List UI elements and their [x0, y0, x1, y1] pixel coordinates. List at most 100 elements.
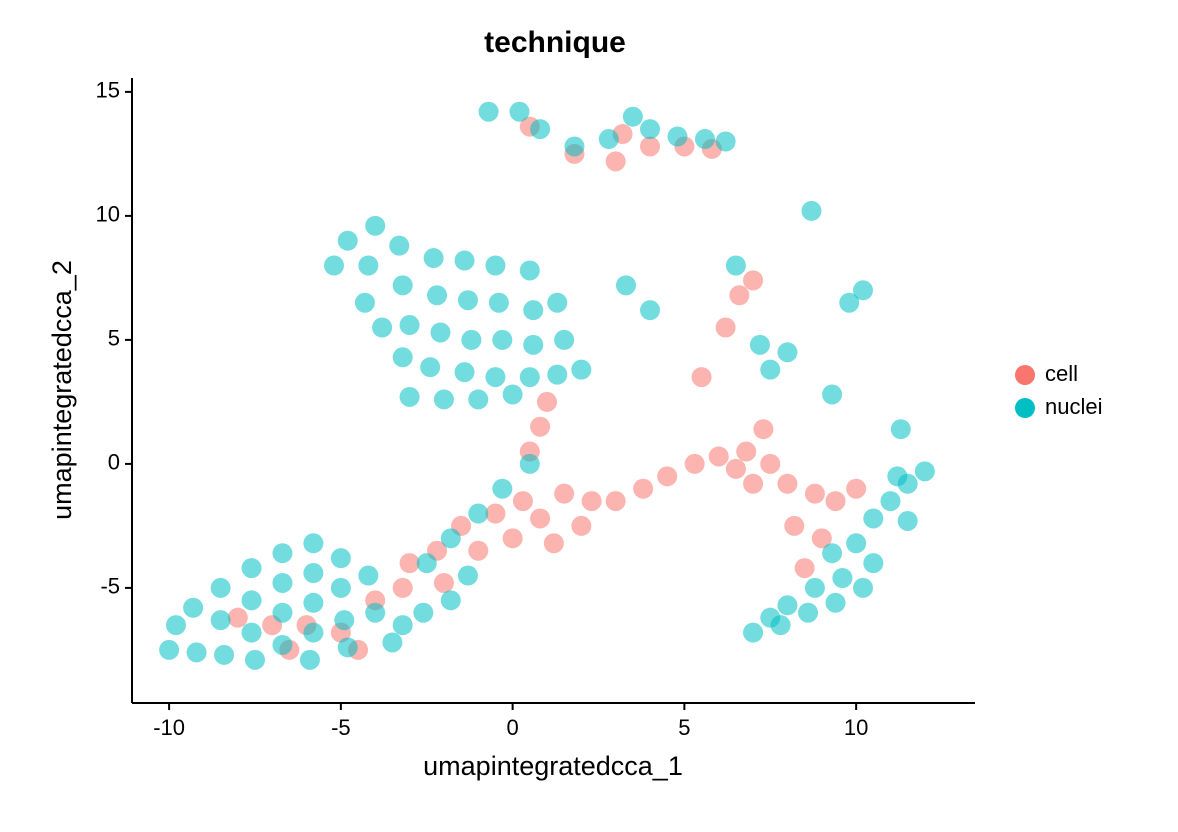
- x-tick-label: 5: [678, 715, 690, 740]
- y-tick-label: 0: [108, 450, 120, 475]
- point: [244, 649, 265, 670]
- point: [303, 592, 324, 613]
- point: [890, 419, 911, 440]
- point: [272, 572, 293, 593]
- point: [227, 607, 248, 628]
- point: [736, 441, 757, 462]
- point: [392, 347, 413, 368]
- point: [303, 622, 324, 643]
- point: [183, 597, 204, 618]
- point: [454, 250, 475, 271]
- point: [554, 329, 575, 350]
- point: [564, 136, 585, 157]
- legend-marker: [1015, 398, 1035, 418]
- point: [605, 151, 626, 172]
- x-tick-label: 0: [506, 715, 518, 740]
- point: [337, 230, 358, 251]
- point: [743, 622, 764, 643]
- point: [777, 473, 798, 494]
- point: [461, 329, 482, 350]
- point: [743, 473, 764, 494]
- point: [536, 391, 557, 412]
- point: [694, 129, 715, 150]
- point: [392, 615, 413, 636]
- point: [519, 260, 540, 281]
- point: [210, 577, 231, 598]
- point: [382, 632, 403, 653]
- point: [433, 389, 454, 410]
- point: [485, 255, 506, 276]
- point: [241, 622, 262, 643]
- point: [547, 292, 568, 313]
- point: [863, 553, 884, 574]
- point: [547, 364, 568, 385]
- point: [303, 563, 324, 584]
- x-axis-label: umapintegratedcca_1: [423, 751, 683, 781]
- point: [440, 590, 461, 611]
- point: [358, 565, 379, 586]
- point: [416, 553, 437, 574]
- point: [571, 515, 592, 536]
- point: [159, 639, 180, 660]
- legend-label: nuclei: [1045, 394, 1102, 419]
- point: [457, 565, 478, 586]
- x-tick-label: -10: [153, 715, 185, 740]
- point: [598, 129, 619, 150]
- point: [337, 637, 358, 658]
- point: [427, 285, 448, 306]
- point: [413, 602, 434, 623]
- point: [210, 610, 231, 631]
- x-tick-label: -5: [331, 715, 351, 740]
- point: [554, 483, 575, 504]
- point: [715, 131, 736, 152]
- point: [801, 200, 822, 221]
- point: [749, 334, 770, 355]
- point: [299, 649, 320, 670]
- point: [832, 568, 853, 588]
- point: [530, 119, 551, 140]
- point: [509, 101, 530, 122]
- point: [468, 503, 489, 524]
- y-tick-label: 15: [96, 78, 120, 103]
- point: [640, 136, 661, 157]
- point: [839, 292, 860, 313]
- point: [880, 491, 901, 512]
- point: [804, 483, 825, 504]
- point: [485, 367, 506, 388]
- point: [399, 553, 420, 574]
- legend-marker: [1015, 365, 1035, 385]
- point: [354, 292, 375, 313]
- y-axis-label: umapintegratedcca_2: [47, 260, 77, 520]
- point: [433, 572, 454, 593]
- point: [633, 478, 654, 499]
- point: [811, 528, 832, 549]
- point: [640, 119, 661, 140]
- point: [478, 101, 499, 122]
- y-tick-label: -5: [100, 574, 120, 599]
- point: [853, 280, 874, 301]
- point: [725, 458, 746, 479]
- point: [777, 595, 798, 616]
- point: [725, 255, 746, 276]
- point: [330, 548, 351, 569]
- point: [272, 634, 293, 655]
- point: [622, 106, 643, 127]
- point: [468, 389, 489, 410]
- point: [825, 491, 846, 512]
- point: [165, 615, 186, 636]
- point: [822, 384, 843, 405]
- point: [914, 461, 935, 482]
- point: [272, 602, 293, 623]
- point: [581, 491, 602, 512]
- point: [519, 453, 540, 474]
- point: [492, 329, 513, 350]
- point: [784, 515, 805, 536]
- point: [454, 362, 475, 383]
- point: [440, 528, 461, 549]
- point: [523, 334, 544, 355]
- point: [468, 540, 489, 561]
- point: [887, 466, 908, 487]
- point: [863, 508, 884, 529]
- point: [605, 491, 626, 512]
